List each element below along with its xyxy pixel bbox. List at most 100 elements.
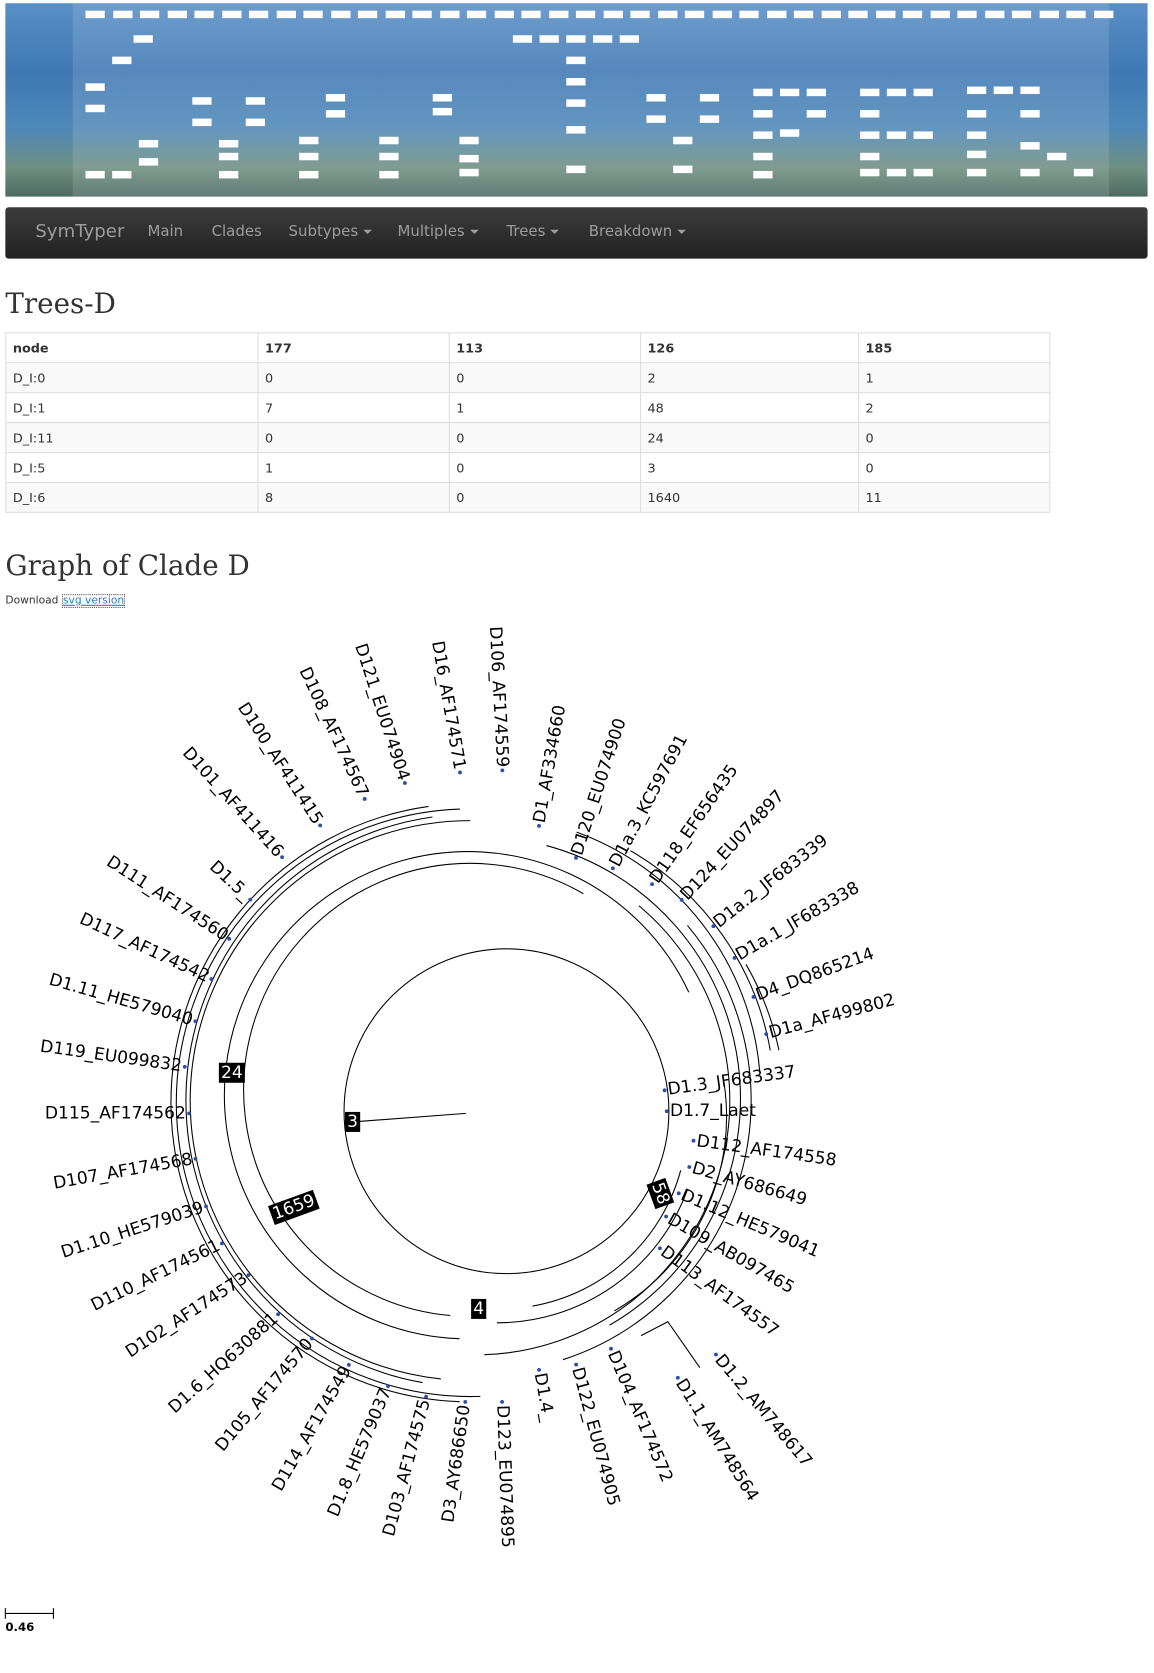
table-cell: 1	[257, 451, 450, 483]
leaf-dot	[500, 768, 505, 773]
banner-dash	[192, 118, 212, 127]
banner-dash	[219, 152, 239, 161]
leaf-dot	[500, 1399, 505, 1404]
banner-dash	[753, 88, 773, 97]
banner-dash	[459, 136, 479, 145]
table-cell: 7	[257, 392, 450, 424]
leaf-dot	[463, 1399, 468, 1404]
banner-dash	[1011, 10, 1032, 19]
banner-dash	[138, 158, 159, 166]
branch	[176, 808, 481, 1397]
nav-item[interactable]: Breakdown	[589, 223, 687, 240]
banner-dash	[439, 10, 459, 19]
nav-item[interactable]: Subtypes	[288, 223, 373, 240]
banner-dash	[1020, 110, 1040, 118]
table-cell: 2	[640, 362, 860, 394]
banner-dash	[566, 35, 586, 43]
leaf-label: D1.7_Laet	[670, 1101, 756, 1121]
branch	[185, 816, 433, 1384]
table-row: D_I:0 0 0 2 1	[5, 362, 1051, 394]
banner-dash	[566, 126, 586, 134]
scale-label: 0.46	[5, 1620, 34, 1634]
banner-dash	[299, 170, 319, 179]
banner-dash	[984, 10, 1004, 19]
banner-dash	[412, 10, 432, 19]
leaf-dot	[751, 995, 756, 999]
banner-dash	[913, 88, 933, 97]
banner-dash	[1039, 10, 1059, 19]
banner-dash	[966, 110, 987, 118]
leaf-label: D4_DQ865214	[753, 944, 877, 1005]
banner-dash	[494, 10, 514, 19]
table-cell: 0	[448, 451, 642, 483]
node-label-text: 4	[473, 1299, 484, 1319]
banner-dash	[780, 88, 800, 97]
leaf-dot	[662, 1088, 667, 1093]
branch	[223, 851, 690, 1340]
table-cell: 0	[448, 422, 642, 454]
banner-dash	[957, 10, 977, 19]
banner-dash	[860, 110, 880, 118]
leaf-dot	[610, 866, 615, 871]
banner-dash	[566, 165, 586, 174]
banner-dash	[619, 35, 639, 43]
leaf-dot	[276, 1312, 280, 1317]
table-cell: D_I:1	[5, 392, 259, 424]
table-cell: D_I:5	[5, 451, 259, 483]
banner-dash	[194, 10, 214, 19]
navbar: SymTyper Main Clades Subtypes Multiples Trees…	[5, 207, 1148, 259]
leaf-dot	[386, 1384, 390, 1389]
leaf-dot	[537, 1367, 541, 1372]
banner	[5, 3, 1148, 197]
node-label-text: 1659	[270, 1191, 318, 1225]
banner-dash	[85, 83, 105, 91]
banner-dash	[739, 10, 759, 19]
leaf-label: D103_AF174575	[379, 1397, 435, 1538]
banner-dash	[913, 168, 933, 177]
leaf-dot	[664, 1214, 669, 1219]
leaf-dot	[248, 897, 253, 902]
banner-dash	[860, 152, 880, 161]
banner-dash	[1073, 168, 1094, 177]
banner-dash	[167, 10, 187, 19]
leaf-dot	[204, 1204, 208, 1209]
banner-dash	[248, 10, 269, 19]
nav-item[interactable]: Multiples	[397, 223, 479, 240]
leaf-dot	[220, 1241, 224, 1246]
download-line: Download svg version	[5, 594, 126, 608]
banner-dash	[385, 10, 405, 19]
table-row: D_I:11 0 0 24 0	[5, 422, 1051, 454]
leaf-dot	[246, 1273, 251, 1278]
banner-dash	[566, 99, 586, 107]
banner-dash	[276, 10, 296, 19]
banner-dash	[133, 35, 153, 43]
banner-dash	[646, 94, 666, 102]
banner-dash	[566, 78, 586, 86]
banner-dash	[379, 152, 399, 161]
leaf-dot	[714, 1352, 718, 1357]
banner-dash	[139, 10, 160, 19]
node-label-text: 24	[221, 1063, 243, 1083]
banner-dash	[357, 10, 378, 19]
node-label-box	[267, 1189, 320, 1225]
data-table: node 177 113 126 185 D_I:0 0 0 2 1 D_I:1 7 1 48 2 D_I:1…	[5, 332, 1051, 513]
nav-item[interactable]: Trees	[506, 223, 560, 240]
banner-dash	[766, 10, 786, 19]
caret	[677, 229, 687, 235]
leaf-label: D3_AY686650	[438, 1404, 474, 1524]
nav-item[interactable]: Main	[147, 223, 184, 241]
banner-dash	[860, 131, 880, 139]
banner-dash	[432, 107, 452, 116]
banner-dash	[432, 94, 452, 102]
table-cell: D_I:6	[5, 481, 259, 513]
banner-dash	[793, 10, 814, 19]
leaf-dot	[574, 1362, 579, 1367]
svg-link[interactable]: svg version	[61, 594, 126, 608]
nav-item[interactable]: Clades	[211, 223, 262, 241]
node-label-box	[471, 1298, 487, 1319]
leaf-dot	[657, 1246, 662, 1251]
branch	[614, 1085, 728, 1312]
leaf-label: D122_EU074905	[567, 1365, 623, 1508]
node-label: 4	[471, 1298, 487, 1319]
leaf-label: D1.5_	[205, 857, 255, 905]
